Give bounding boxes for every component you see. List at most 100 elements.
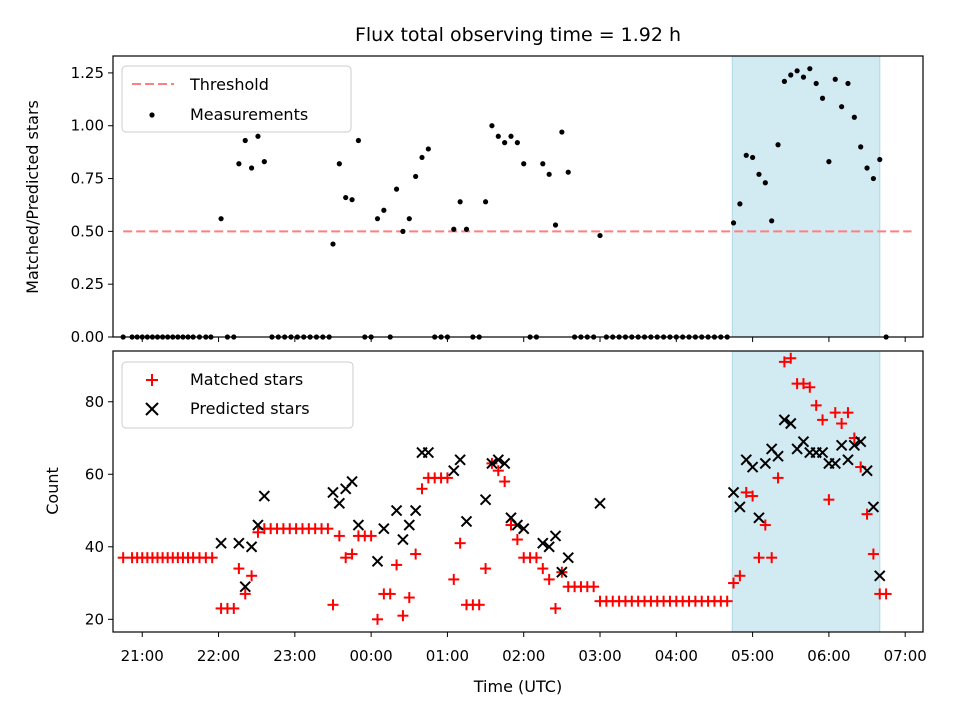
top-y-axis-label: Matched/Predicted stars xyxy=(23,100,42,294)
predicted-star-point xyxy=(556,566,568,578)
predicted-star-point xyxy=(233,537,245,549)
measurement-point xyxy=(521,161,527,167)
predicted-star-point xyxy=(753,512,765,524)
predicted-star-point xyxy=(594,497,606,509)
predicted-star-point xyxy=(518,522,530,535)
y-tick-label: 0.50 xyxy=(71,222,104,240)
predicted-star-point xyxy=(486,457,498,470)
matched-star-point xyxy=(804,381,816,393)
bottom-legend-box xyxy=(121,361,354,429)
measurement-point xyxy=(502,140,508,146)
predicted-star-point xyxy=(854,435,867,448)
measurement-point xyxy=(261,159,267,165)
measurement-point xyxy=(495,133,501,139)
measurement-point xyxy=(730,220,737,226)
measurement-point xyxy=(425,146,431,152)
matched-star-point xyxy=(391,559,403,571)
bottom-axes-frame xyxy=(112,350,924,633)
matched-star-point xyxy=(448,573,460,585)
matched-star-point xyxy=(397,610,409,622)
predicted-star-point xyxy=(403,519,415,531)
y-tick-label: 0.25 xyxy=(71,275,104,293)
measurement-point xyxy=(413,173,419,180)
matched-star-point xyxy=(416,483,428,495)
measurement-point xyxy=(330,241,336,247)
x-tick-label: 21:00 xyxy=(121,647,164,665)
y-tick-label: 60 xyxy=(85,465,104,483)
measurement-point xyxy=(781,78,787,84)
predicted-star-point xyxy=(239,580,251,593)
matched-star-point xyxy=(228,602,240,614)
y-tick-label: 20 xyxy=(85,610,104,628)
measurement-point xyxy=(858,144,864,150)
matched-star-point xyxy=(511,534,523,546)
bottom-y-axis-ticks: 20 40 60 80 xyxy=(85,393,113,628)
matched-star-point xyxy=(371,613,383,625)
measurement-point xyxy=(839,104,845,110)
predicted-star-point xyxy=(537,537,549,549)
predicted-star-point xyxy=(448,464,460,477)
matched-stars-series xyxy=(117,352,892,625)
legend-threshold-label: Threshold xyxy=(189,75,269,94)
matched-star-point xyxy=(785,352,797,364)
predicted-star-point xyxy=(778,414,791,426)
measurement-point xyxy=(546,171,552,177)
predicted-star-point xyxy=(352,519,365,531)
matched-star-point xyxy=(721,595,733,607)
measurement-point xyxy=(400,228,406,234)
legend-matched-label: Matched stars xyxy=(190,370,303,389)
matched-star-point xyxy=(246,570,258,582)
predicted-star-point xyxy=(252,519,264,531)
predicted-star-point xyxy=(835,439,848,451)
observing-window-band-top xyxy=(731,55,881,338)
legend-predicted-label: Predicted stars xyxy=(190,399,310,418)
predicted-star-point xyxy=(371,555,384,568)
matched-star-point xyxy=(365,530,377,542)
predicted-star-point xyxy=(861,464,873,477)
x-tick-label: 02:00 xyxy=(502,647,545,665)
measurement-point xyxy=(236,161,242,167)
measurement-point xyxy=(552,222,559,228)
matched-star-point xyxy=(861,508,873,520)
measurement-point xyxy=(463,226,470,232)
measurement-point xyxy=(336,161,342,167)
matched-star-point xyxy=(747,490,759,502)
matched-star-point xyxy=(829,407,841,419)
matched-star-point xyxy=(252,526,264,538)
measurement-point xyxy=(565,169,571,175)
measurement-point xyxy=(540,161,546,167)
x-axis-label: Time (UTC) xyxy=(473,677,562,696)
measurement-point xyxy=(807,66,813,72)
measurement-point xyxy=(374,216,381,222)
y-tick-label: 0.00 xyxy=(71,328,104,346)
matched-star-point xyxy=(810,399,822,411)
measurement-point xyxy=(826,159,832,165)
legend-measurements-label: Measurements xyxy=(190,105,308,124)
predicted-star-point xyxy=(454,454,466,466)
matched-star-point xyxy=(530,552,542,564)
measurement-point xyxy=(775,142,781,148)
predicted-star-point xyxy=(543,541,555,553)
matched-star-point xyxy=(499,476,511,488)
matched-star-point xyxy=(823,494,835,506)
predicted-star-point xyxy=(829,457,841,470)
measurement-point xyxy=(832,76,838,82)
bottom-panel: 20 40 60 80 21:00 22:00 23:00 00:00 01:00 02:00 0… xyxy=(43,350,927,696)
y-tick-label: 1.25 xyxy=(71,64,104,82)
predicted-star-point xyxy=(327,486,339,499)
matched-star-point xyxy=(836,418,848,430)
measurement-point xyxy=(355,137,362,144)
measurement-point xyxy=(343,194,349,201)
predicted-star-point xyxy=(848,439,861,451)
measurement-point xyxy=(482,199,489,205)
matched-star-point xyxy=(759,519,771,531)
predicted-star-point xyxy=(549,530,562,542)
predicted-star-point xyxy=(562,551,574,564)
matched-star-point xyxy=(441,472,453,484)
predicted-star-point xyxy=(397,533,409,546)
top-panel: 0.00 0.25 0.50 0.75 1.00 1.25 Matched/Predict… xyxy=(23,55,924,346)
predicted-star-point xyxy=(492,454,504,466)
x-tick-label: 22:00 xyxy=(197,647,240,665)
x-tick-label: 04:00 xyxy=(655,647,698,665)
y-tick-label: 0.75 xyxy=(71,170,104,188)
